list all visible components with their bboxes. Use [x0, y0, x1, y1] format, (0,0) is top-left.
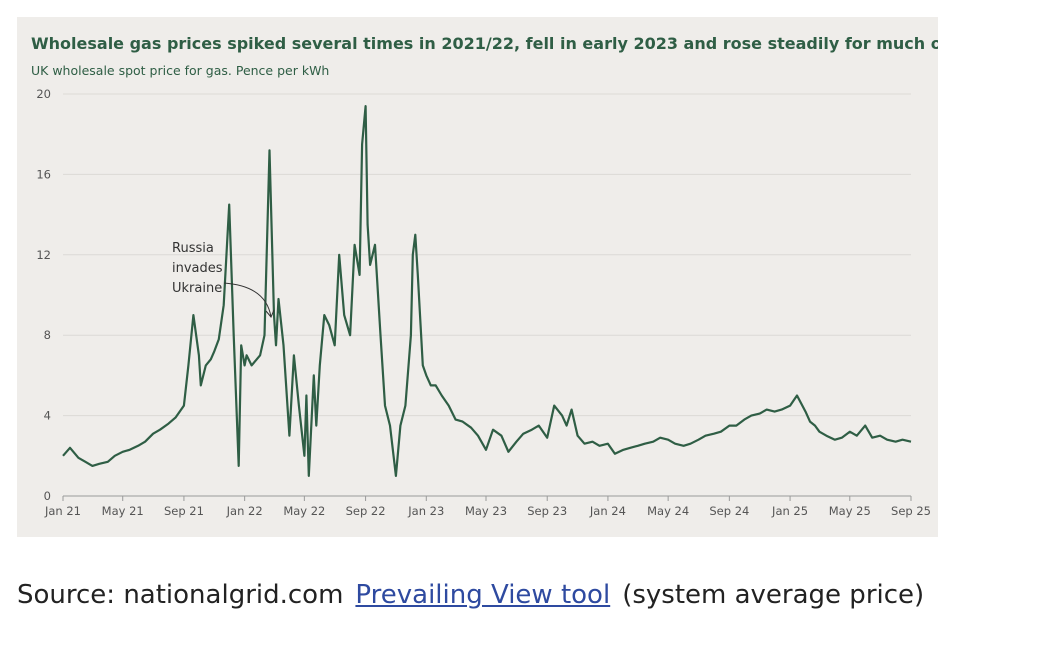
x-tick-label: Sep 22 [346, 504, 386, 518]
y-tick-label: 12 [36, 248, 51, 262]
chart-title: Wholesale gas prices spiked several time… [31, 34, 938, 53]
x-tick-label: Jan 24 [589, 504, 626, 518]
x-tick-label: May 25 [829, 504, 871, 518]
x-tick-label: Sep 25 [891, 504, 931, 518]
annotation: Russia invades Ukraine [172, 241, 275, 318]
annotation-line-1: Russia [172, 241, 214, 256]
y-tick-label: 20 [36, 87, 51, 101]
y-axis-ticks: 0 4 8 12 16 20 [36, 87, 51, 503]
x-axis-ticks: Jan 21 May 21 Sep 21 Jan 22 May 22 Sep 22 Jan … [44, 496, 931, 518]
chart-subtitle: UK wholesale spot price for gas. Pence p… [31, 63, 329, 78]
x-tick-label: Sep 24 [709, 504, 749, 518]
x-tick-label: May 23 [465, 504, 507, 518]
x-tick-label: Jan 25 [771, 504, 808, 518]
series-layer [62, 104, 912, 477]
x-tick-label: Jan 21 [44, 504, 81, 518]
y-tick-label: 8 [44, 328, 51, 342]
y-tick-label: 0 [44, 489, 51, 503]
x-tick-label: May 24 [647, 504, 689, 518]
source-line: Source: nationalgrid.com Prevailing View … [17, 580, 924, 610]
y-tick-label: 16 [36, 167, 51, 181]
annotation-line-2: invades [172, 261, 223, 276]
series-line [62, 104, 912, 477]
x-tick-label: May 21 [102, 504, 144, 518]
source-suffix: (system average price) [622, 580, 925, 610]
annotation-line-3: Ukraine [172, 281, 222, 296]
annotation-arrow [223, 282, 272, 318]
x-tick-label: Sep 21 [164, 504, 204, 518]
x-tick-label: May 22 [283, 504, 325, 518]
x-tick-label: Jan 22 [226, 504, 263, 518]
line-chart: Wholesale gas prices spiked several time… [31, 34, 938, 518]
x-tick-label: Jan 23 [407, 504, 444, 518]
source-prefix: Source: nationalgrid.com [17, 580, 344, 610]
chart-panel: Wholesale gas prices spiked several time… [17, 17, 938, 537]
gridlines [63, 93, 911, 497]
annotation-arrowhead [265, 309, 275, 318]
y-tick-label: 4 [44, 409, 51, 423]
prevailing-view-link[interactable]: Prevailing View tool [355, 580, 611, 610]
x-tick-label: Sep 23 [527, 504, 567, 518]
